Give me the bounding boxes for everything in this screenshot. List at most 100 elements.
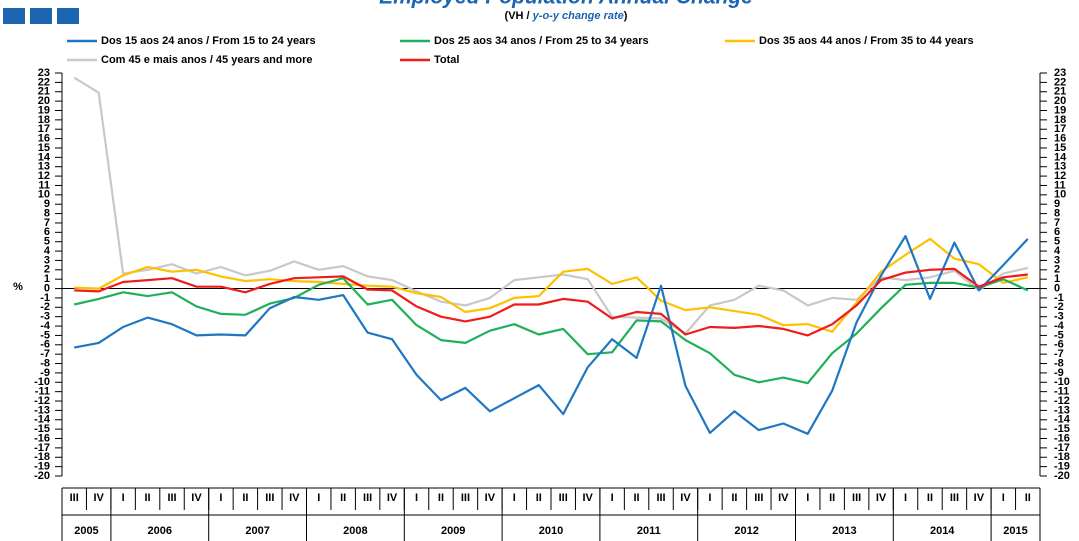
y-tick-label: -9 <box>40 367 50 379</box>
y2-tick-label: -20 <box>1054 470 1070 482</box>
logo-block <box>57 8 79 24</box>
y-tick-label: -14 <box>34 414 51 426</box>
y2-tick-label: 4 <box>1054 245 1061 257</box>
y-tick-label: -3 <box>40 311 50 323</box>
subtitle-suffix: ) <box>624 10 628 22</box>
y-tick-label: -18 <box>34 451 50 463</box>
y-tick-label: 8 <box>44 207 50 219</box>
x-tick-label: I <box>708 492 711 504</box>
x-tick-label: I <box>415 492 418 504</box>
x-tick-label: I <box>513 492 516 504</box>
y2-tick-label: 19 <box>1054 104 1066 116</box>
y-tick-label: -8 <box>40 357 50 369</box>
y-tick-label: 17 <box>38 123 50 135</box>
year-label: 2012 <box>734 525 758 537</box>
x-tick-label: II <box>927 492 933 504</box>
y-tick-label: 19 <box>38 104 50 116</box>
x-tick-label: I <box>611 492 614 504</box>
y-tick-label: 3 <box>44 254 50 266</box>
y2-tick-label: -9 <box>1054 367 1064 379</box>
x-tick-label: IV <box>289 492 300 504</box>
y-tick-label: 18 <box>38 114 50 126</box>
y2-tick-label: 15 <box>1054 142 1066 154</box>
x-tick-label: IV <box>93 492 104 504</box>
y-tick-label: 20 <box>38 95 50 107</box>
y-tick-label: 15 <box>38 142 50 154</box>
x-tick-label: III <box>754 492 763 504</box>
y2-tick-label: -11 <box>1054 386 1069 398</box>
year-label: 2009 <box>441 525 465 537</box>
y2-tick-label: 14 <box>1054 151 1067 163</box>
y-tick-label: -6 <box>40 339 50 351</box>
x-tick-label: III <box>265 492 274 504</box>
y-tick-label: -13 <box>34 404 50 416</box>
series-line <box>74 267 1028 337</box>
y2-tick-label: -4 <box>1054 320 1065 332</box>
y2-tick-label: -2 <box>1054 301 1064 313</box>
x-tick-label: II <box>340 492 346 504</box>
y-tick-label: -2 <box>40 301 50 313</box>
y-tick-label: -10 <box>34 376 50 388</box>
y-tick-label: 11 <box>38 179 50 191</box>
x-tick-label: IV <box>387 492 398 504</box>
y2-tick-label: 21 <box>1054 86 1066 98</box>
legend-label: Dos 15 aos 24 anos / From 15 to 24 years <box>101 35 316 47</box>
y2-tick-label: 8 <box>1054 207 1060 219</box>
year-label: 2007 <box>245 525 269 537</box>
year-label: 2011 <box>637 525 661 537</box>
y2-tick-label: -17 <box>1054 442 1070 454</box>
subtitle-emphasis: y-o-y change rate <box>532 10 624 22</box>
x-tick-label: IV <box>680 492 691 504</box>
x-tick-label: I <box>219 492 222 504</box>
y-tick-label: 13 <box>38 161 50 173</box>
x-tick-label: IV <box>876 492 887 504</box>
year-label: 2006 <box>148 525 172 537</box>
y2-tick-label: -12 <box>1054 395 1070 407</box>
y-tick-label: 16 <box>38 133 50 145</box>
y-tick-label: -20 <box>34 470 50 482</box>
y-tick-label: 4 <box>44 245 51 257</box>
x-tick-label: II <box>829 492 835 504</box>
y-tick-label: 0 <box>44 282 50 294</box>
x-tick-label: II <box>438 492 444 504</box>
x-tick-label: II <box>634 492 640 504</box>
x-tick-label: III <box>656 492 665 504</box>
y2-tick-label: 13 <box>1054 161 1066 173</box>
legend-label: Dos 35 aos 44 anos / From 35 to 44 years <box>759 35 974 47</box>
y-tick-label: -5 <box>40 329 50 341</box>
x-tick-label: III <box>950 492 959 504</box>
x-tick-label: IV <box>778 492 789 504</box>
series-line <box>73 277 1029 385</box>
x-tick-label: II <box>1025 492 1031 504</box>
x-tick-label: IV <box>191 492 202 504</box>
x-tick-label: II <box>731 492 737 504</box>
year-label: 2014 <box>930 525 955 537</box>
x-tick-label: IV <box>582 492 593 504</box>
y2-tick-label: -1 <box>1054 292 1064 304</box>
y2-tick-label: -10 <box>1054 376 1070 388</box>
x-tick-label: I <box>904 492 907 504</box>
y2-tick-label: 20 <box>1054 95 1066 107</box>
x-tick-label: I <box>317 492 320 504</box>
y2-tick-label: 0 <box>1054 282 1060 294</box>
x-tick-label: I <box>1002 492 1005 504</box>
y2-tick-label: 9 <box>1054 198 1060 210</box>
y2-tick-label: -7 <box>1054 348 1064 360</box>
y2-tick-label: -16 <box>1054 432 1070 444</box>
y-tick-label: 23 <box>38 67 50 79</box>
y-tick-label: -1 <box>40 292 50 304</box>
subtitle-prefix: (VH / <box>505 10 533 22</box>
legend-label: Com 45 e mais anos / 45 years and more <box>101 54 313 66</box>
y2-tick-label: 17 <box>1054 123 1066 135</box>
y2-tick-label: -5 <box>1054 329 1064 341</box>
series-line <box>74 237 1029 333</box>
y-tick-label: -16 <box>34 432 50 444</box>
y-tick-label: 1 <box>44 273 50 285</box>
y2-tick-label: 6 <box>1054 226 1060 238</box>
x-tick-label: III <box>852 492 861 504</box>
y2-tick-label: 18 <box>1054 114 1066 126</box>
x-tick-label: I <box>806 492 809 504</box>
series-line <box>73 235 1029 435</box>
y2-tick-label: -15 <box>1054 423 1070 435</box>
